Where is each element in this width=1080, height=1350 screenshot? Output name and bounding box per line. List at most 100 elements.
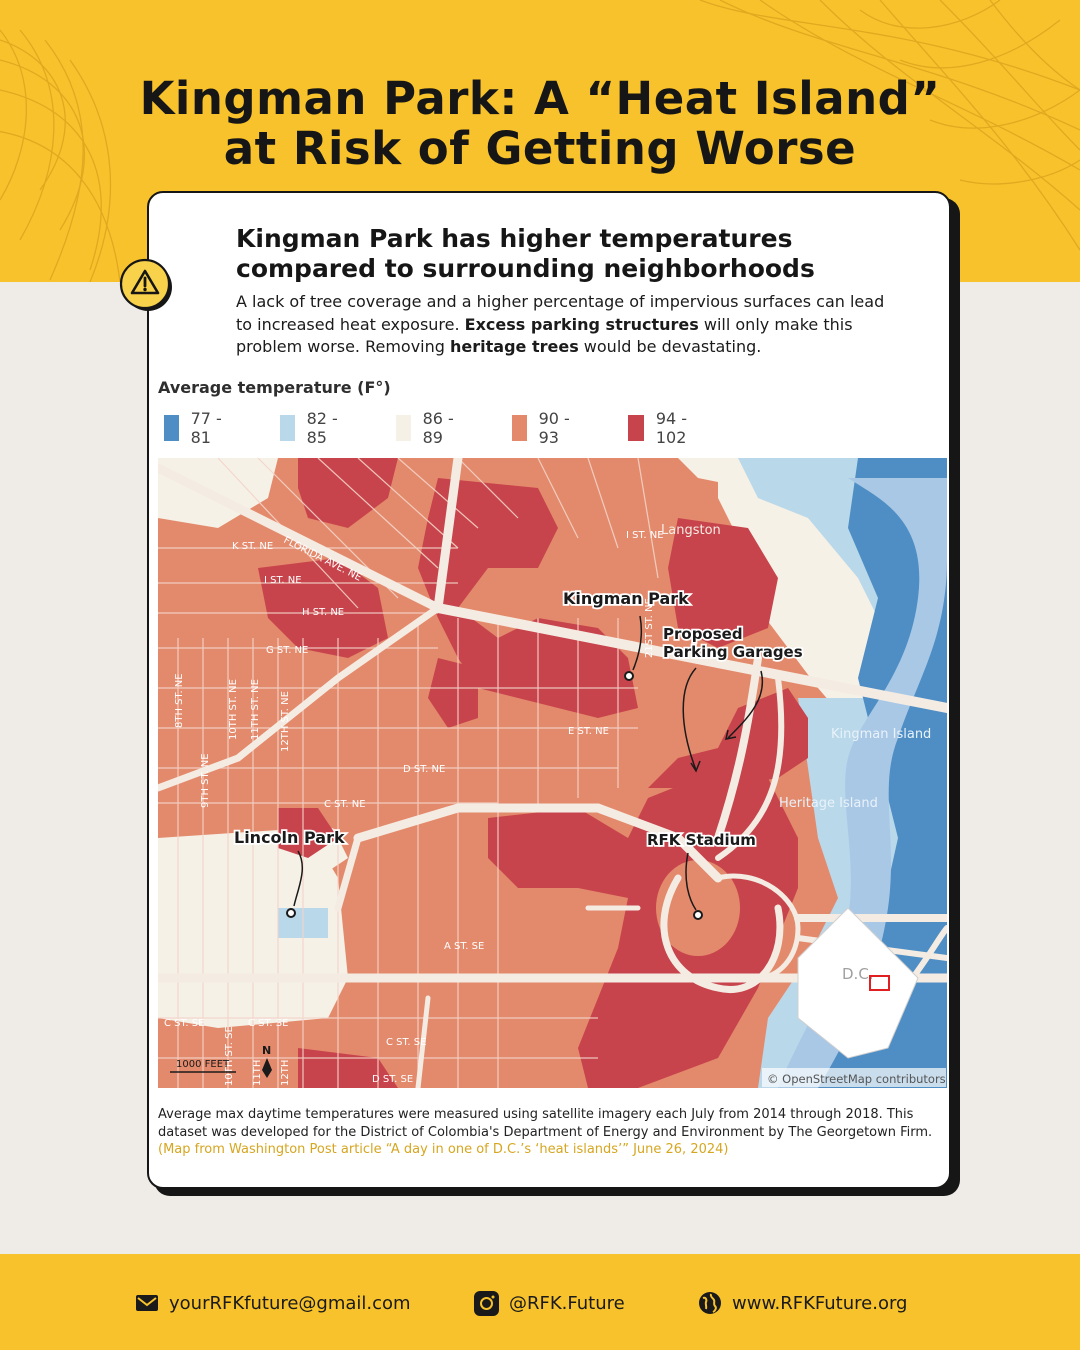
street-label: C ST. NE xyxy=(324,799,366,810)
street-label: K ST. NE xyxy=(232,541,273,552)
zone-94-102 xyxy=(668,518,778,648)
street-label: C ST. SE xyxy=(386,1037,426,1048)
intro-text-2: will only make this problem worse. Remov… xyxy=(236,314,853,357)
legend-item: 90 - 93 xyxy=(506,409,570,447)
street-label: 12TH ST. NE xyxy=(280,691,291,752)
card-heading-line-1: Kingman Park has higher temperatures xyxy=(236,224,793,253)
street-label: 21ST ST. NE xyxy=(644,598,655,658)
intro-bold-parking: Excess parking structures xyxy=(464,314,699,334)
email-contact[interactable]: yourRFKfuture@gmail.com xyxy=(135,1289,411,1317)
attribution-box xyxy=(762,1068,946,1087)
dc-location-box xyxy=(869,975,890,991)
street-label: D ST. NE xyxy=(403,764,445,775)
street-label: H ST. NE xyxy=(302,607,344,618)
mesh-decoration xyxy=(0,0,1080,282)
map-caption: Average max daytime temperatures were me… xyxy=(158,1106,958,1159)
scale-label: 1000 FEET xyxy=(176,1059,230,1070)
intro-text-1: A lack of tree coverage and a higher per… xyxy=(236,292,885,334)
street-label: I ST. NE xyxy=(626,530,664,541)
intro-text-3: would be devastating. xyxy=(578,337,762,356)
street-label: 10TH ST. SE xyxy=(224,1026,235,1086)
place-label: Heritage Island xyxy=(779,796,878,811)
kingman-park-marker xyxy=(624,671,634,681)
website-contact[interactable]: www.RFKFuture.org xyxy=(698,1289,907,1317)
heat-map-graphic: D.C. K ST. NE FLORIDA AVE. NE I ST. NE H… xyxy=(158,458,947,1088)
legend-swatch xyxy=(396,415,411,441)
street-label: 9TH ST. NE xyxy=(200,753,211,808)
legend-item: 94 - 102 xyxy=(622,409,697,447)
warning-triangle-icon xyxy=(119,258,172,311)
dc-inset: D.C. xyxy=(797,907,919,1059)
legend-swatch xyxy=(512,415,527,441)
street-label: 12TH xyxy=(280,1060,291,1086)
zone-94-102 xyxy=(428,658,478,728)
legend-swatch xyxy=(628,415,644,441)
heat-map[interactable]: D.C. K ST. NE FLORIDA AVE. NE I ST. NE H… xyxy=(158,458,947,1088)
street-label: I ST. NE xyxy=(264,575,302,586)
legend-label: 86 - 89 xyxy=(422,409,454,447)
zone-86-89 xyxy=(678,458,758,488)
caption-text: Average max daytime temperatures were me… xyxy=(158,1107,933,1140)
card-heading-line-2: compared to surrounding neighborhoods xyxy=(236,254,815,283)
legend-label: 90 - 93 xyxy=(538,409,570,447)
kingman-park-label: Kingman Park xyxy=(563,589,689,608)
lincoln-park-marker xyxy=(286,908,296,918)
legend-item: 86 - 89 xyxy=(390,409,454,447)
island-labels: Kingman Island Heritage Island xyxy=(779,727,931,811)
instagram-handle: @RFK.Future xyxy=(509,1292,625,1314)
globe-icon xyxy=(699,1292,721,1314)
zone-94-102 xyxy=(418,478,638,718)
street-label: C ST. SE xyxy=(164,1018,204,1029)
title-line-2: at Risk of Getting Worse xyxy=(223,122,857,175)
legend-swatch xyxy=(280,415,295,441)
legend-item: 82 - 85 xyxy=(274,409,338,447)
rfk-stadium-marker xyxy=(693,910,703,920)
page-title: Kingman Park: A “Heat Island” at Risk of… xyxy=(0,74,1080,174)
legend-title: Average temperature (F°) xyxy=(158,378,391,397)
zone-94-102 xyxy=(298,458,398,528)
proposed-label-line-2: Parking Garages xyxy=(663,643,803,661)
legend-swatch xyxy=(164,415,179,441)
email-text: yourRFKfuture@gmail.com xyxy=(169,1292,411,1314)
dc-label: D.C. xyxy=(842,965,874,983)
north-arrow-icon: N xyxy=(262,1044,272,1078)
street-grid xyxy=(158,458,659,1088)
instagram-icon xyxy=(474,1290,499,1316)
title-line-1: Kingman Park: A “Heat Island” xyxy=(139,72,941,125)
rfk-stadium-label: RFK Stadium xyxy=(647,831,756,849)
instagram-contact[interactable]: @RFK.Future xyxy=(474,1289,625,1317)
caption-source[interactable]: (Map from Washington Post article “A day… xyxy=(158,1142,729,1157)
proposed-label-line-1: Proposed xyxy=(663,625,743,643)
website-text: www.RFKFuture.org xyxy=(732,1292,908,1314)
callout-arrows xyxy=(293,615,764,911)
street-label: C ST. SE xyxy=(248,1018,288,1029)
street-label: A ST. SE xyxy=(444,941,484,952)
zone-82-85 xyxy=(778,478,947,1088)
place-label: Langston xyxy=(661,523,721,538)
lincoln-park-label: Lincoln Park xyxy=(234,828,345,847)
card-heading: Kingman Park has higher temperatures com… xyxy=(236,224,896,284)
legend-label: 94 - 102 xyxy=(655,409,688,447)
street-label: E ST. NE xyxy=(568,726,609,737)
street-label: 11TH xyxy=(252,1060,263,1086)
intro-bold-trees: heritage trees xyxy=(450,337,579,356)
place-label: Kingman Island xyxy=(831,727,931,742)
zone-94-102 xyxy=(278,808,338,858)
street-labels: K ST. NE FLORIDA AVE. NE I ST. NE H ST. … xyxy=(164,523,721,1086)
mail-icon xyxy=(136,1295,158,1311)
north-label: N xyxy=(262,1044,271,1057)
legend-label: 77 - 81 xyxy=(190,409,222,447)
legend-label: 82 - 85 xyxy=(306,409,338,447)
legend-item: 77 - 81 xyxy=(158,409,222,447)
attribution-text: © OpenStreetMap contributors xyxy=(767,1072,946,1086)
scale-bar: 1000 FEET xyxy=(170,1059,236,1073)
street-label: 11TH ST. NE xyxy=(250,679,261,740)
intro-paragraph: A lack of tree coverage and a higher per… xyxy=(236,291,896,359)
location-markers xyxy=(286,671,703,920)
street-label: 8TH ST. NE xyxy=(174,673,185,728)
street-label: G ST. NE xyxy=(266,645,308,656)
street-label: 10TH ST. NE xyxy=(228,679,239,740)
street-label: D ST. SE xyxy=(372,1074,413,1085)
callout-labels: Kingman Park Proposed Parking Garages Li… xyxy=(232,587,804,851)
footer-band xyxy=(0,1254,1080,1350)
